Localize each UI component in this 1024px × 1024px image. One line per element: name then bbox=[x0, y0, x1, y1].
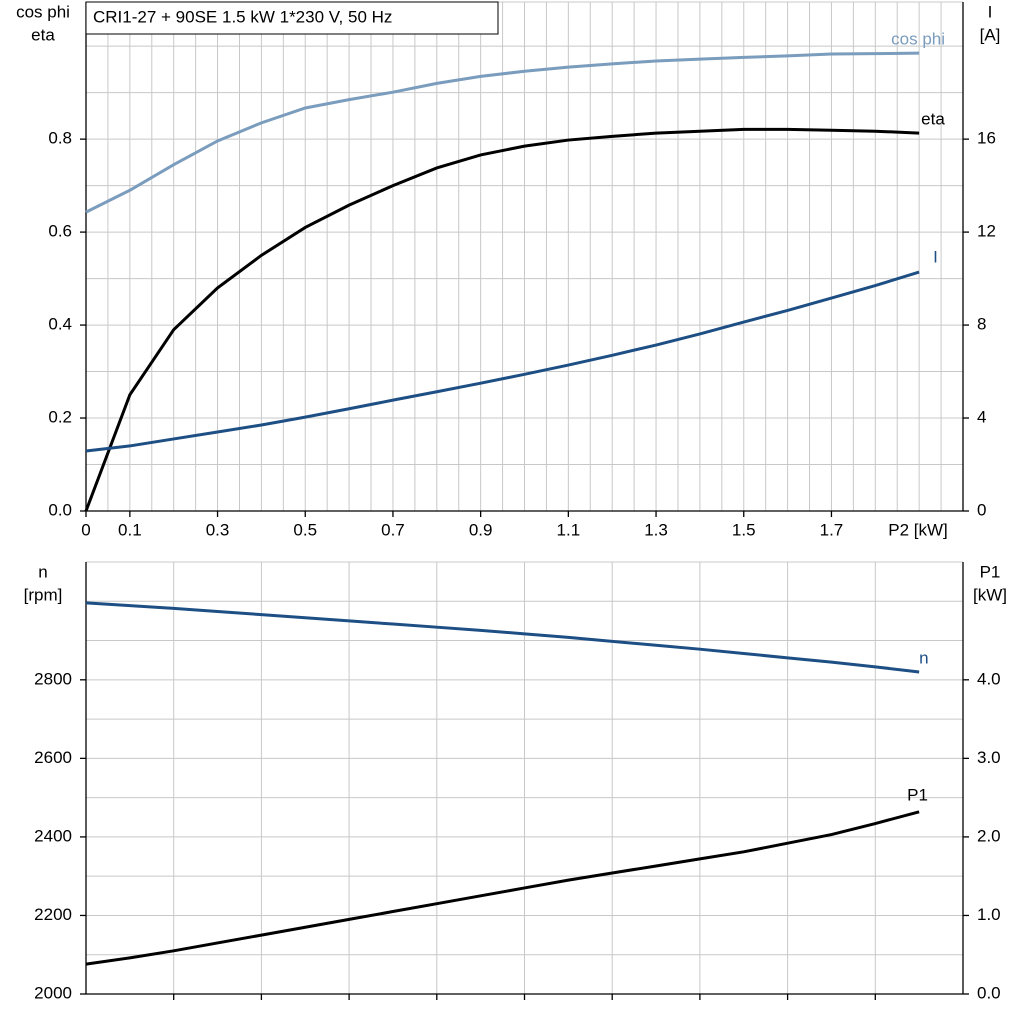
y2-tick-label: 2.0 bbox=[977, 826, 1001, 845]
y2-tick-label: 16 bbox=[977, 129, 996, 148]
x-tick-label: 1.1 bbox=[557, 520, 581, 539]
series-label: I bbox=[933, 248, 938, 267]
series-label: cos phi bbox=[891, 30, 945, 49]
y-tick-label: 0.2 bbox=[48, 408, 72, 427]
y-axis-label: cos phi bbox=[16, 2, 70, 21]
y-tick-label: 2600 bbox=[34, 748, 72, 767]
y-tick-label: 2400 bbox=[34, 826, 72, 845]
chart-title: CRI1-27 + 90SE 1.5 kW 1*230 V, 50 Hz bbox=[93, 7, 392, 26]
series-label: eta bbox=[921, 110, 945, 129]
x-tick-label: 0.3 bbox=[206, 520, 230, 539]
series-label: P1 bbox=[907, 785, 928, 804]
y2-tick-label: 4 bbox=[977, 408, 986, 427]
x-tick-label: 1.5 bbox=[732, 520, 756, 539]
series-line bbox=[85, 601, 920, 674]
y-axis-label: n bbox=[38, 562, 47, 581]
y2-tick-label: 0 bbox=[977, 500, 986, 519]
y2-tick-label: 0.0 bbox=[977, 983, 1001, 1002]
y-tick-label: 2200 bbox=[34, 905, 72, 924]
title-box bbox=[85, 1, 499, 35]
y-axis-label: eta bbox=[31, 25, 55, 44]
series-line bbox=[85, 51, 920, 214]
x-axis-label: P2 [kW] bbox=[888, 520, 948, 539]
x-tick-label: 1.7 bbox=[820, 520, 844, 539]
x-tick-label: 0.5 bbox=[293, 520, 317, 539]
y-axis-label: [rpm] bbox=[24, 585, 63, 604]
y-tick-label: 2000 bbox=[34, 983, 72, 1002]
y2-tick-label: 8 bbox=[977, 315, 986, 334]
series-line bbox=[84, 127, 920, 512]
y2-tick-label: 3.0 bbox=[977, 748, 1001, 767]
y2-tick-label: 4.0 bbox=[977, 669, 1001, 688]
y-tick-label: 0.6 bbox=[48, 222, 72, 241]
y-tick-label: 0.8 bbox=[48, 129, 72, 148]
series-line bbox=[85, 270, 920, 453]
y-tick-label: 2800 bbox=[34, 669, 72, 688]
series-line bbox=[85, 810, 920, 966]
y2-axis-label: [kW] bbox=[973, 585, 1007, 604]
y2-tick-label: 1.0 bbox=[977, 905, 1001, 924]
y-tick-label: 0.0 bbox=[48, 500, 72, 519]
x-tick-label: 0 bbox=[81, 520, 90, 539]
x-tick-label: 1.3 bbox=[644, 520, 668, 539]
series-label: n bbox=[919, 648, 928, 667]
y2-axis-label: I bbox=[988, 2, 993, 21]
x-tick-label: 0.7 bbox=[381, 520, 405, 539]
y2-tick-label: 12 bbox=[977, 222, 996, 241]
x-tick-label: 0.1 bbox=[118, 520, 142, 539]
y2-axis-label: [A] bbox=[980, 25, 1001, 44]
x-tick-label: 0.9 bbox=[469, 520, 493, 539]
y-tick-label: 0.4 bbox=[48, 315, 72, 334]
y2-axis-label: P1 bbox=[980, 562, 1001, 581]
